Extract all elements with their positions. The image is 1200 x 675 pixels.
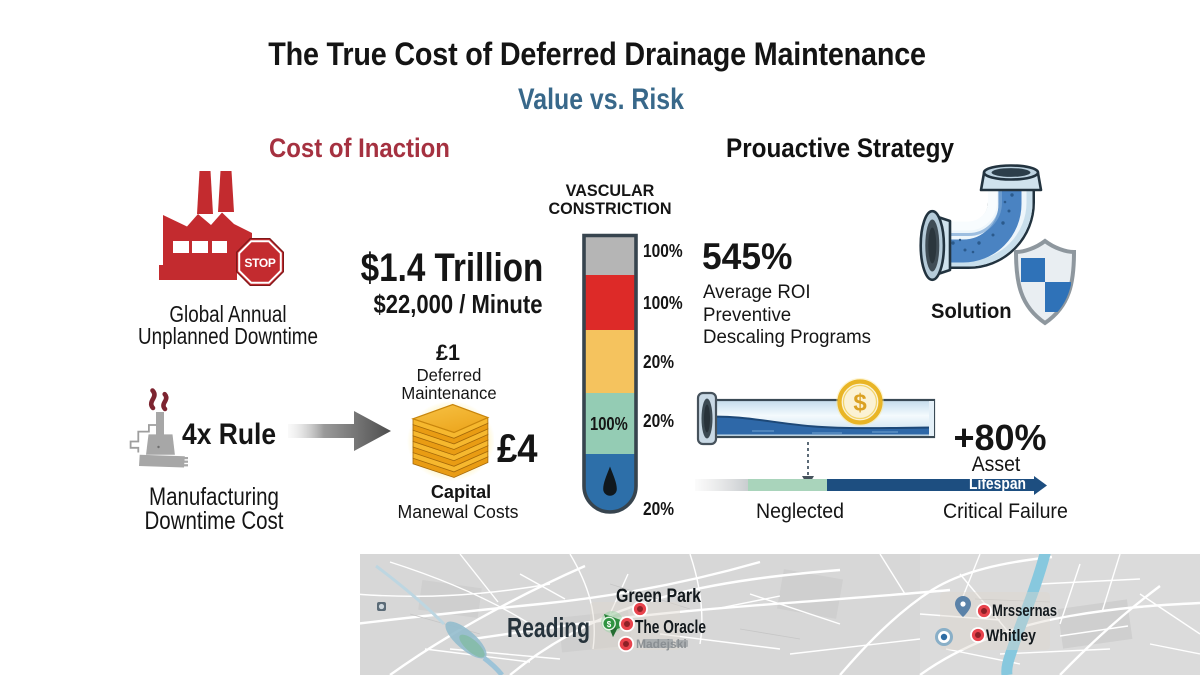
- svg-text:The Oracle: The Oracle: [635, 617, 706, 637]
- svg-text:Reading: Reading: [507, 612, 590, 643]
- svg-text:$: $: [853, 390, 867, 417]
- svg-text:Mrssernas: Mrssernas: [992, 602, 1057, 620]
- svg-text:STOP: STOP: [244, 256, 276, 270]
- svg-text:$: $: [607, 620, 612, 629]
- svg-text:Whitley: Whitley: [986, 626, 1036, 645]
- svg-text:Green Park: Green Park: [616, 586, 701, 607]
- svg-text:Madejski: Madejski: [636, 637, 687, 651]
